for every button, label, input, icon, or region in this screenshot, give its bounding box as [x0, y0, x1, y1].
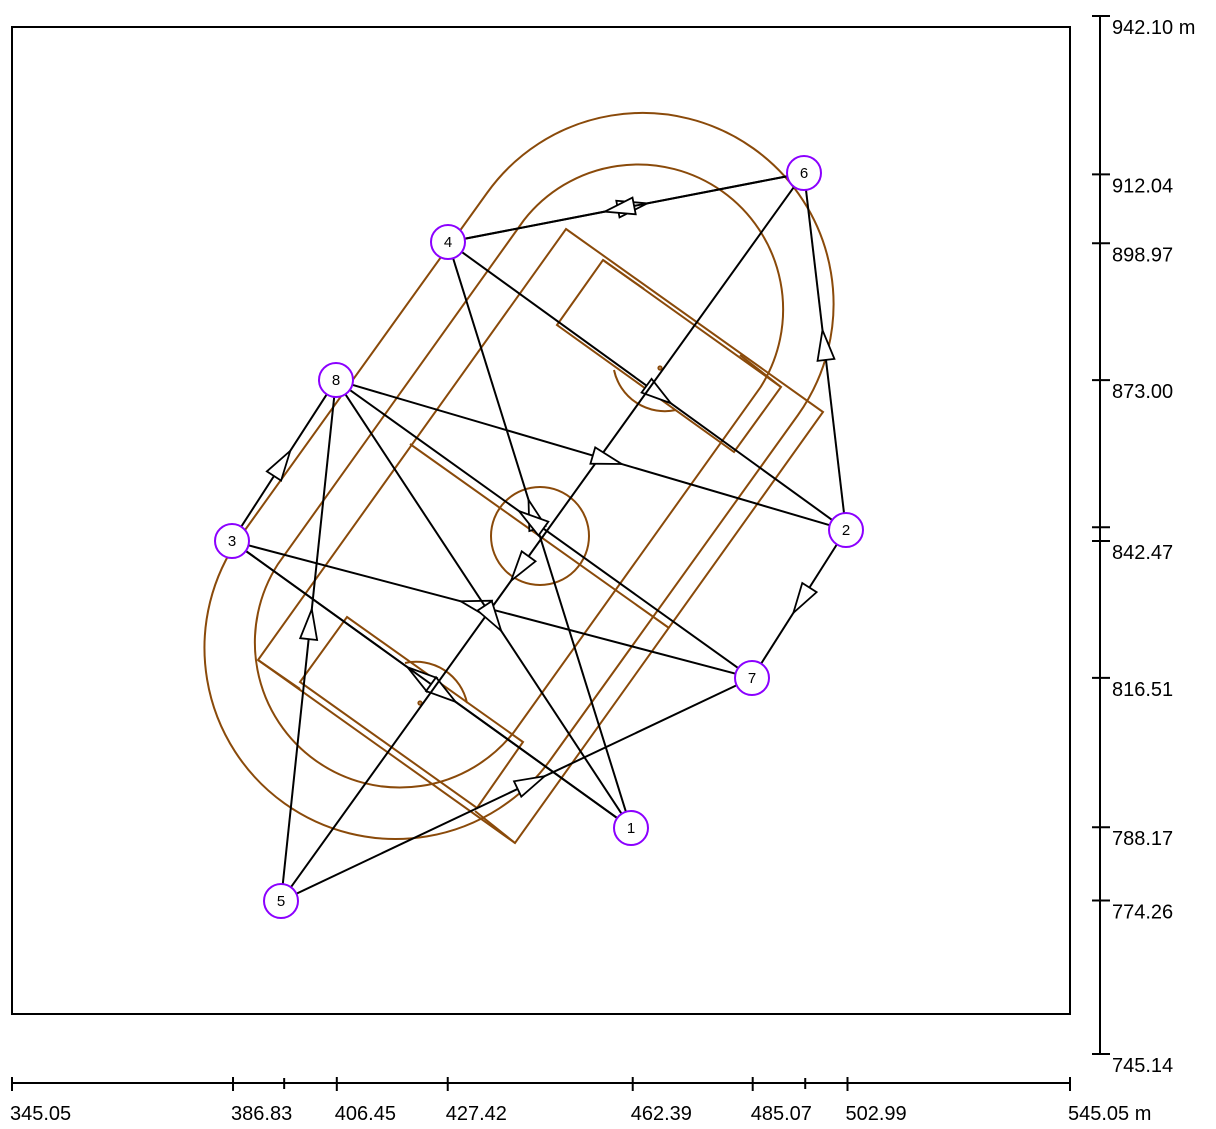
link-line	[290, 186, 795, 888]
link-5-to-7	[295, 684, 738, 895]
x-axis: 345.05 386.83 406.45 427.42 462.39 485.07 502.…	[10, 1077, 1151, 1125]
link-line	[344, 393, 623, 815]
node-circle	[828, 512, 864, 548]
arrowhead	[265, 448, 293, 483]
x-tick-label: 545.05 m	[1068, 1103, 1151, 1124]
node-circle	[318, 362, 354, 398]
node-7[interactable]: 7	[734, 660, 770, 696]
top-penalty-arc	[613, 369, 677, 413]
node-circle	[786, 155, 822, 191]
plot-frame	[11, 26, 1071, 1015]
link-3-to-1	[245, 550, 618, 819]
link-5-to-8	[281, 396, 336, 885]
link-4-to-2	[461, 251, 833, 521]
node-2[interactable]: 2	[828, 512, 864, 548]
node-label: 7	[748, 670, 756, 687]
node-circle	[214, 523, 250, 559]
y-tick-label: 816.51	[1112, 679, 1173, 701]
node-circle	[263, 883, 299, 919]
node-label: 4	[444, 234, 452, 251]
top-penalty-spot	[657, 365, 663, 371]
top-goal-area-line-2	[739, 354, 782, 388]
x-tick-label: 502.99	[846, 1103, 907, 1124]
y-tick-label: 942.10 m	[1112, 17, 1195, 39]
arrowhead	[512, 774, 548, 799]
link-7-to-8	[349, 389, 739, 669]
y-tick-label: 788.17	[1112, 828, 1173, 850]
node-3[interactable]: 3	[214, 523, 250, 559]
link-line	[352, 383, 830, 527]
y-tick-label: 912.04	[1112, 175, 1173, 197]
arrowhead	[640, 377, 674, 406]
node-label: 8	[332, 372, 340, 389]
node-label: 2	[842, 522, 850, 539]
arrowhead	[298, 605, 319, 641]
link-6-to-5	[290, 186, 795, 888]
node-8[interactable]: 8	[318, 362, 354, 398]
x-tick-label: 406.45	[335, 1103, 396, 1124]
link-2-to-6	[804, 189, 846, 514]
y-tick-label: 842.47	[1112, 542, 1173, 564]
node-label: 5	[277, 893, 285, 910]
bottom-penalty-spot	[417, 700, 423, 706]
x-tick-label: 462.39	[631, 1103, 692, 1124]
y-tick-label: 898.97	[1112, 244, 1173, 266]
y-tick-label: 774.26	[1112, 902, 1173, 924]
track-outer-boundary	[203, 111, 835, 841]
x-tick-label: 386.83	[231, 1103, 292, 1124]
x-tick-label: 345.05	[10, 1103, 71, 1124]
node-5[interactable]: 5	[263, 883, 299, 919]
arrowhead	[601, 196, 637, 216]
x-tick-label: 485.07	[751, 1103, 812, 1124]
arrowhead	[589, 445, 625, 465]
link-8-to-2	[352, 383, 830, 527]
node-layer: 1 2 3 4 5 6 7 8	[214, 155, 864, 919]
node-circle	[734, 660, 770, 696]
bottom-goal-area-line	[257, 659, 301, 690]
node-label: 1	[627, 820, 635, 837]
bottom-goal-area-line-2	[474, 810, 516, 844]
node-1[interactable]: 1	[613, 810, 649, 846]
y-axis: 942.10 m 912.04 898.97 873.00 842.47 816.51 78…	[1092, 15, 1195, 1077]
x-tick-label: 427.42	[446, 1103, 507, 1124]
link-6-to-4	[464, 175, 788, 240]
arrowhead	[816, 326, 836, 362]
node-circle	[430, 224, 466, 260]
node-6[interactable]: 6	[786, 155, 822, 191]
track-inner-boundary	[253, 163, 785, 789]
node-label: 3	[228, 533, 236, 550]
node-circle	[613, 810, 649, 846]
arrowhead	[424, 675, 459, 704]
arrowhead	[509, 549, 538, 584]
y-tick-label: 745.14	[1112, 1055, 1173, 1077]
node-4[interactable]: 4	[430, 224, 466, 260]
top-penalty-area	[555, 258, 783, 454]
node-label: 6	[800, 165, 808, 182]
arrowhead	[476, 599, 504, 634]
arrowhead	[516, 509, 550, 537]
link-3-to-8	[240, 393, 328, 528]
bottom-penalty-arc	[404, 660, 468, 704]
arrowhead	[791, 581, 819, 616]
link-line	[281, 396, 336, 885]
link-layer	[240, 175, 846, 895]
link-8-to-1	[344, 393, 623, 815]
link-2-to-7	[760, 543, 838, 665]
center-circle	[490, 486, 590, 586]
top-goal-area-line	[602, 259, 645, 290]
link-line	[295, 684, 738, 895]
y-tick-label: 873.00	[1112, 381, 1173, 403]
